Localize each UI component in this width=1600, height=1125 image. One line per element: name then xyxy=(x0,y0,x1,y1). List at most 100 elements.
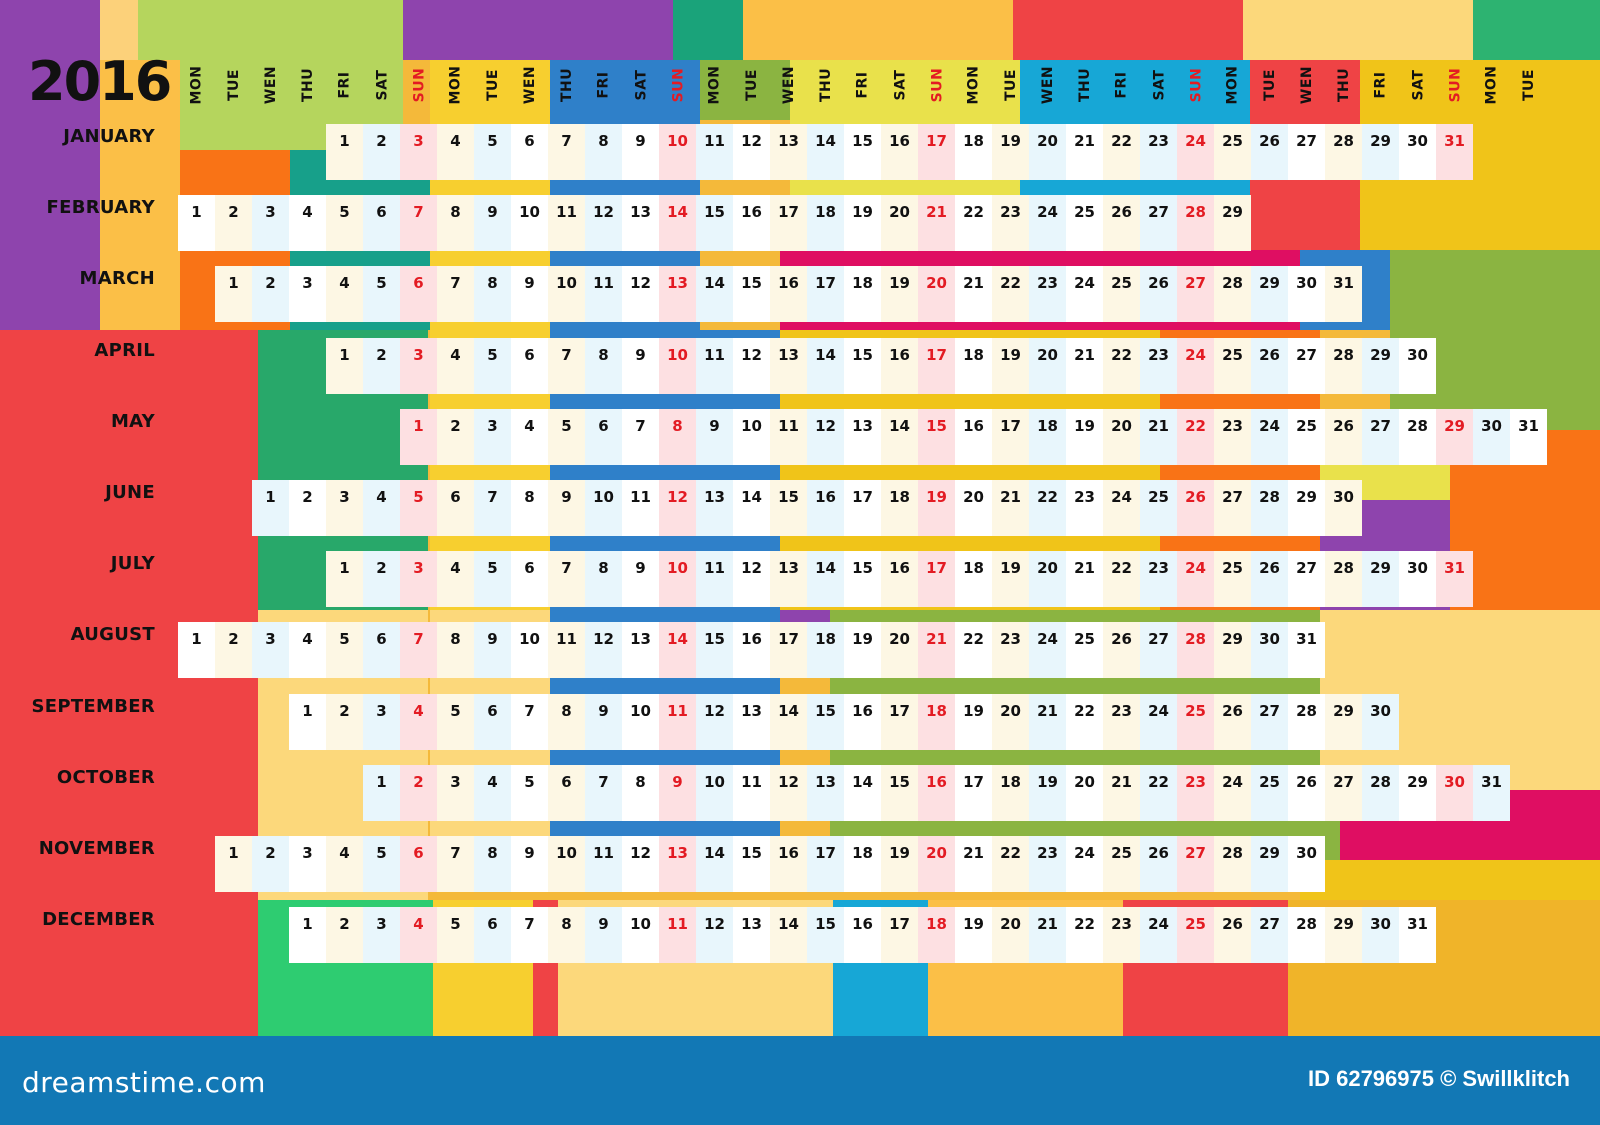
day-cell: 5 xyxy=(474,124,511,180)
day-cell: 29 xyxy=(1325,907,1362,963)
day-cell: 17 xyxy=(881,907,918,963)
day-cell: 7 xyxy=(474,480,511,536)
day-cell-sunday: 16 xyxy=(918,765,955,821)
day-cell: 11 xyxy=(585,836,622,892)
month-day-strip: 1 2 3 4 5 6 7 8 9 10 11 12 13 14 15 16 17 18 19 20 21 22 23 24 2… xyxy=(215,836,1325,892)
background-color-block xyxy=(100,0,138,60)
day-cell-sunday: 21 xyxy=(918,195,955,251)
day-header-tue: TUE xyxy=(992,62,1030,108)
day-cell: 4 xyxy=(289,195,326,251)
day-cell: 27 xyxy=(1251,694,1288,750)
day-cell: 18 xyxy=(992,765,1029,821)
day-cell: 25 xyxy=(1214,551,1251,607)
day-cell-sunday: 8 xyxy=(659,409,696,465)
day-cell: 19 xyxy=(1066,409,1103,465)
day-cell: 16 xyxy=(955,409,992,465)
day-cell: 3 xyxy=(363,907,400,963)
day-cell: 30 xyxy=(1399,551,1436,607)
day-cell: 13 xyxy=(622,195,659,251)
day-cell: 22 xyxy=(1029,480,1066,536)
day-cell: 13 xyxy=(807,765,844,821)
day-cell: 13 xyxy=(770,338,807,394)
day-cell: 1 xyxy=(252,480,289,536)
day-header-sun: SUN xyxy=(1436,62,1474,108)
month-day-strip: 1 2 3 4 5 6 7 8 9 10 11 12 13 14 15 16 17 18 19 20 21 22 23 24 2… xyxy=(400,409,1547,465)
day-header-label: THU xyxy=(558,67,575,103)
day-cell: 31 xyxy=(1399,907,1436,963)
day-header-wen: WEN xyxy=(511,62,549,108)
day-cell: 1 xyxy=(289,694,326,750)
month-name: APRIL xyxy=(94,340,155,361)
day-cell: 4 xyxy=(326,836,363,892)
day-cell: 3 xyxy=(326,480,363,536)
day-cell: 17 xyxy=(955,765,992,821)
day-cell: 17 xyxy=(807,836,844,892)
day-header-label: TUE xyxy=(225,69,242,101)
day-cell: 8 xyxy=(511,480,548,536)
day-header-label: SUN xyxy=(1446,67,1463,103)
day-cell: 23 xyxy=(992,622,1029,678)
day-cell: 15 xyxy=(696,622,733,678)
day-header-label: THU xyxy=(1076,67,1093,103)
day-cell: 22 xyxy=(992,836,1029,892)
day-cell: 31 xyxy=(1473,765,1510,821)
day-cell: 18 xyxy=(1029,409,1066,465)
day-cell: 12 xyxy=(622,836,659,892)
day-cell: 17 xyxy=(992,409,1029,465)
day-cell: 28 xyxy=(1288,907,1325,963)
day-cell: 29 xyxy=(1251,266,1288,322)
day-cell: 6 xyxy=(363,622,400,678)
month-day-strip: 1 2 3 4 5 6 7 8 9 10 11 12 13 14 15 16 17 18 19 20 21 22 23 24 2… xyxy=(215,266,1362,322)
day-cell: 13 xyxy=(696,480,733,536)
day-cell: 5 xyxy=(511,765,548,821)
day-header-label: SAT xyxy=(632,69,649,101)
day-cell-sunday: 20 xyxy=(918,266,955,322)
day-cell: 15 xyxy=(696,195,733,251)
day-cell: 7 xyxy=(622,409,659,465)
day-header-label: SUN xyxy=(669,67,686,103)
day-cell: 10 xyxy=(511,195,548,251)
day-cell: 7 xyxy=(511,694,548,750)
day-cell: 20 xyxy=(1029,124,1066,180)
day-cell-sunday: 19 xyxy=(918,480,955,536)
day-cell: 26 xyxy=(1251,551,1288,607)
day-cell-sunday: 13 xyxy=(659,836,696,892)
day-cell: 4 xyxy=(437,338,474,394)
day-cell: 25 xyxy=(1066,195,1103,251)
day-cell: 28 xyxy=(1362,765,1399,821)
day-cell: 22 xyxy=(1103,338,1140,394)
day-header-label: MON xyxy=(966,65,982,105)
day-cell: 9 xyxy=(585,907,622,963)
month-name: SEPTEMBER xyxy=(31,696,155,717)
day-cell: 12 xyxy=(733,338,770,394)
day-cell: 22 xyxy=(992,266,1029,322)
day-cell: 25 xyxy=(1066,622,1103,678)
day-cell: 10 xyxy=(548,266,585,322)
day-cell-sunday: 2 xyxy=(400,765,437,821)
day-cell: 6 xyxy=(363,195,400,251)
day-cell: 20 xyxy=(1029,338,1066,394)
day-cell: 29 xyxy=(1214,622,1251,678)
day-cell: 19 xyxy=(881,266,918,322)
image-credit: ID 62796975 © Swillklitch xyxy=(1307,1066,1570,1091)
day-header-sat: SAT xyxy=(1140,62,1178,108)
day-cell: 2 xyxy=(326,694,363,750)
day-cell-sunday: 29 xyxy=(1436,409,1473,465)
month-name: OCTOBER xyxy=(56,767,155,788)
day-cell: 16 xyxy=(733,195,770,251)
day-cell: 2 xyxy=(437,409,474,465)
day-cell: 12 xyxy=(585,622,622,678)
day-cell: 6 xyxy=(511,551,548,607)
day-cell: 29 xyxy=(1214,195,1251,251)
day-cell: 6 xyxy=(511,338,548,394)
day-cell: 2 xyxy=(363,551,400,607)
day-cell: 31 xyxy=(1325,266,1362,322)
day-cell: 9 xyxy=(585,694,622,750)
day-cell: 8 xyxy=(437,622,474,678)
day-cell: 27 xyxy=(1325,765,1362,821)
day-header-sun: SUN xyxy=(1177,62,1215,108)
month-name: JULY xyxy=(110,553,155,574)
day-header-thu: THU xyxy=(807,62,845,108)
day-cell: 14 xyxy=(733,480,770,536)
